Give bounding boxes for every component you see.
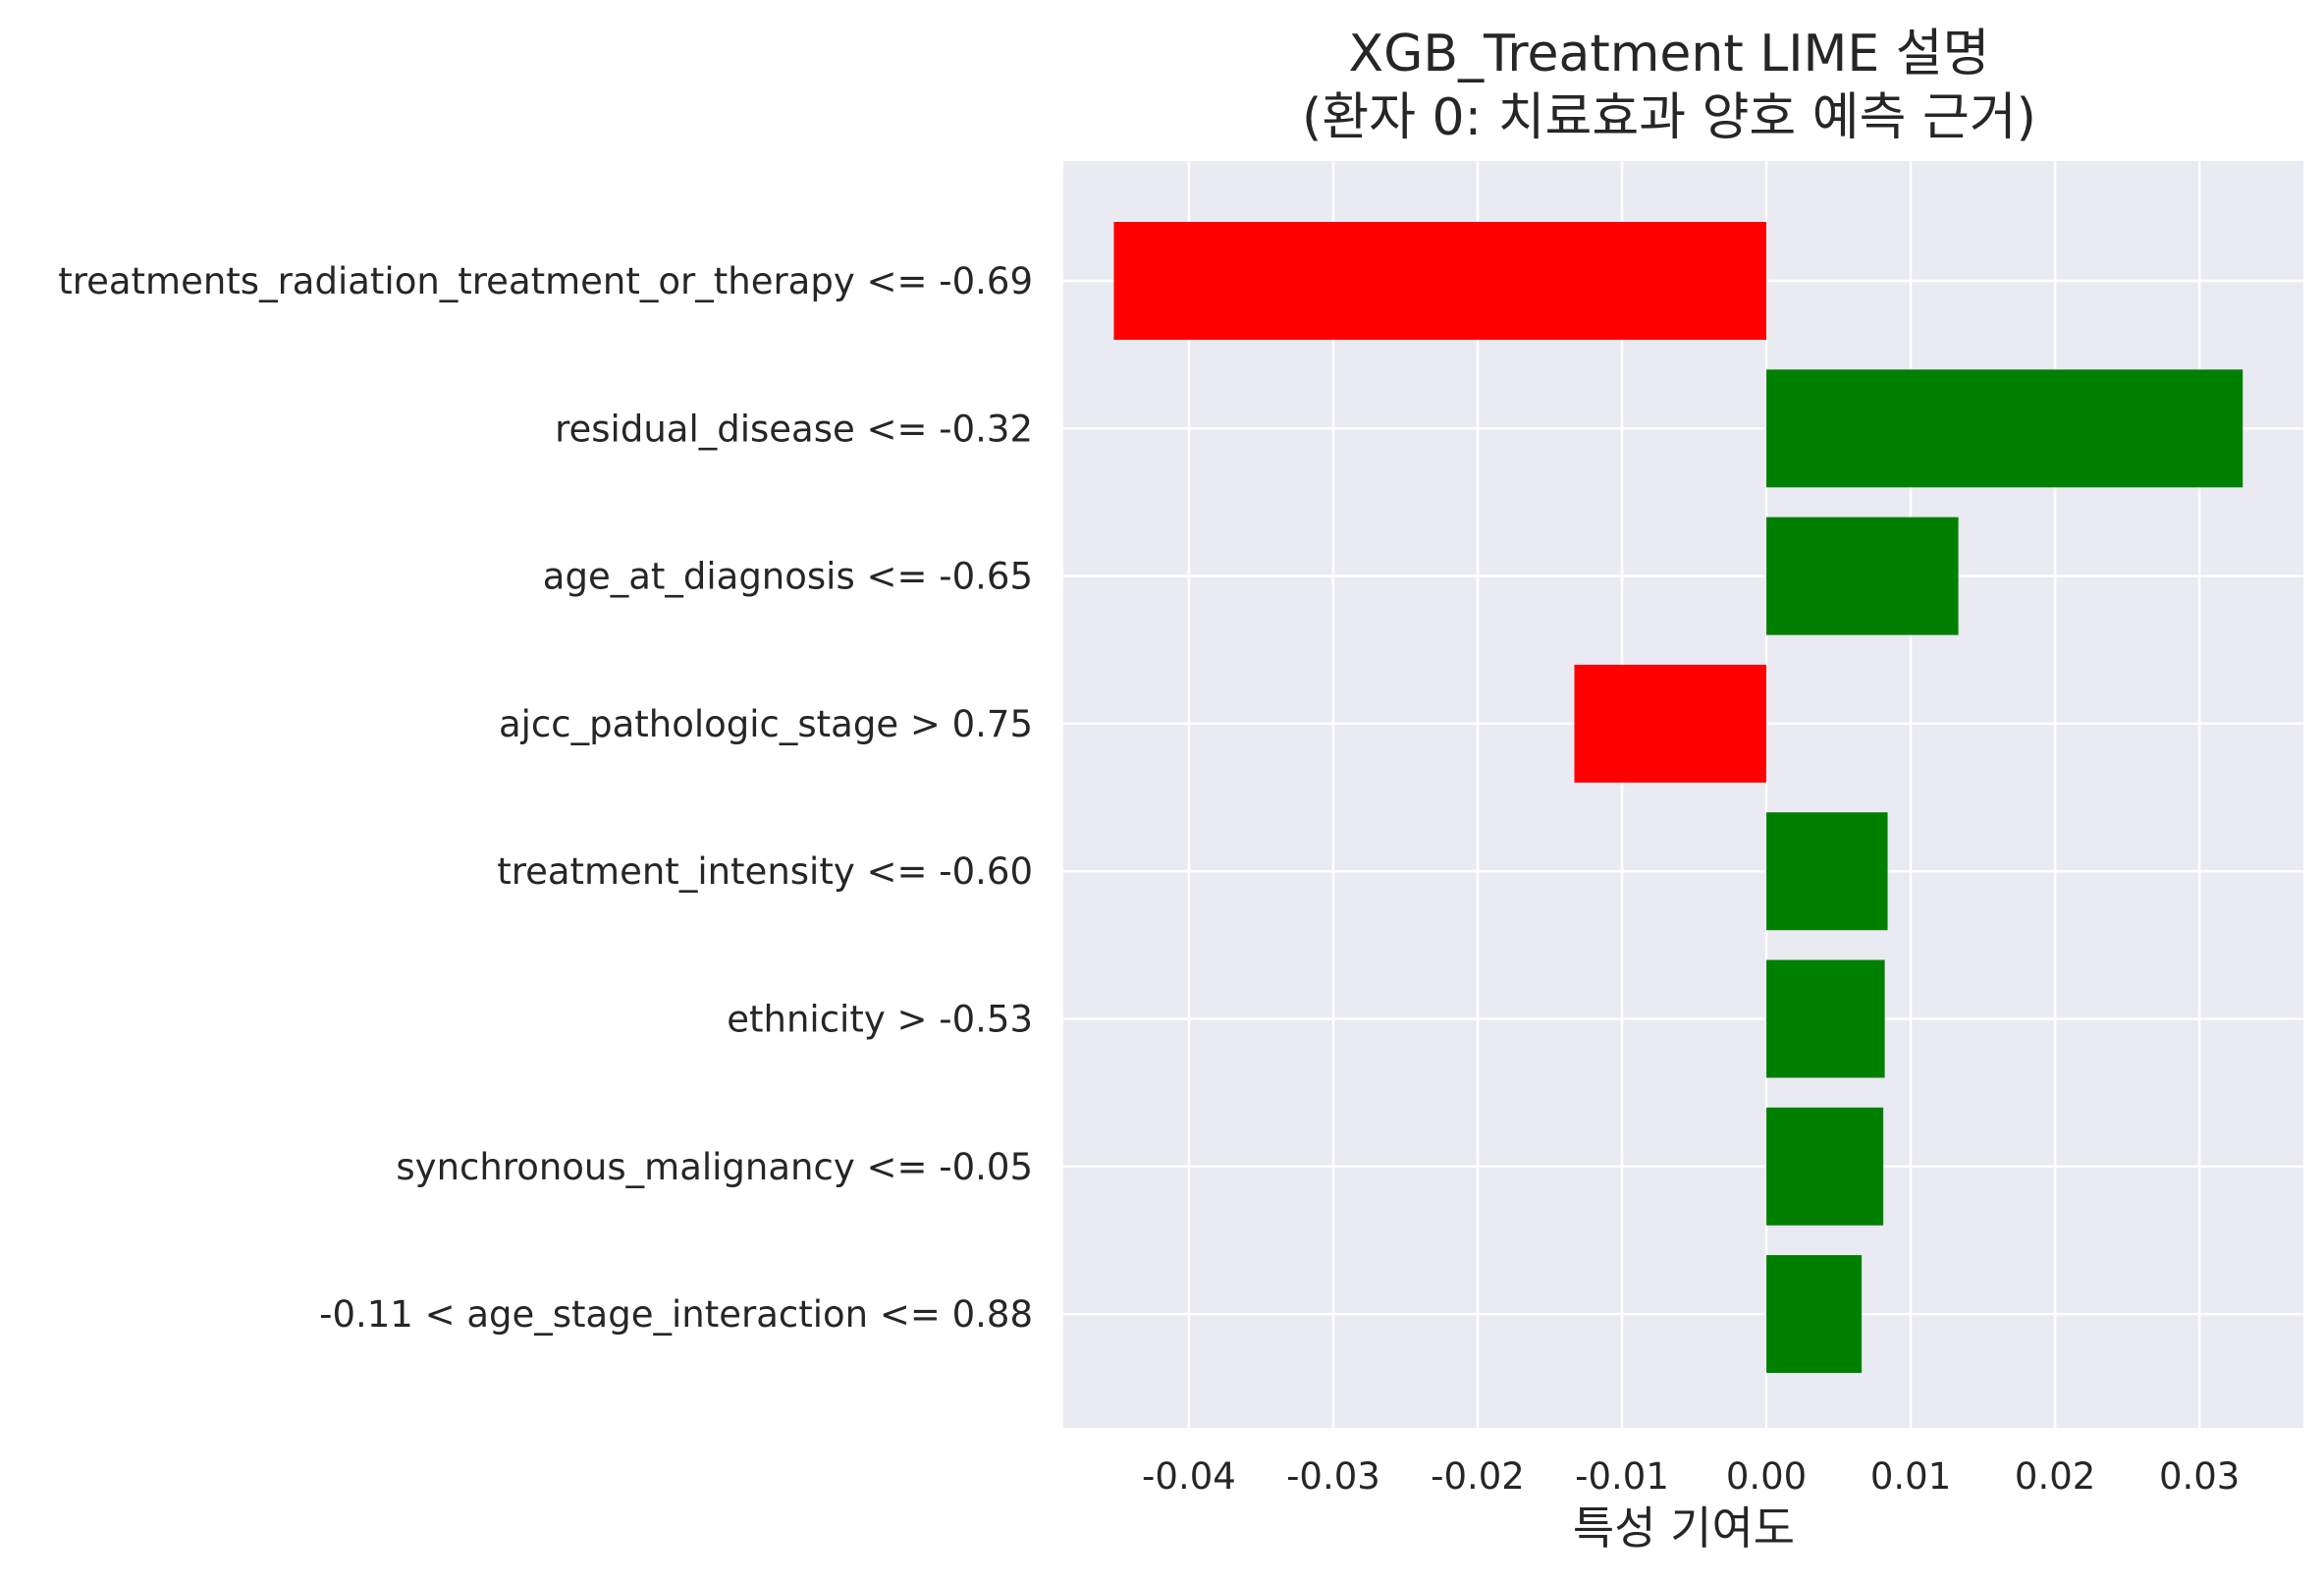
chart-title-line-1: XGB_Treatment LIME 설명: [1349, 25, 1990, 83]
y-tick-label-2: age_at_diagnosis <= -0.65: [543, 556, 1033, 598]
y-tick-label-4: treatment_intensity <= -0.60: [497, 850, 1033, 893]
x-tick-label-2: -0.02: [1431, 1455, 1525, 1498]
y-tick-label-5: ethnicity > -0.53: [727, 999, 1033, 1041]
y-tick-label-7: -0.11 < age_stage_interaction <= 0.88: [319, 1293, 1033, 1336]
y-tick-label-6: synchronous_malignancy <= -0.05: [396, 1146, 1033, 1188]
bar-6: [1766, 1107, 1884, 1226]
x-tick-label-1: -0.03: [1286, 1455, 1380, 1498]
bar-1: [1766, 369, 2243, 488]
x-tick-label-5: 0.01: [1870, 1455, 1951, 1498]
x-tick-labels: -0.04 -0.03 -0.02 -0.01 0.00 0.01 0.02 0.03: [1142, 1455, 2240, 1498]
y-tick-label-0: treatments_radiation_treatment_or_therap…: [58, 260, 1033, 302]
y-tick-label-3: ajcc_pathologic_stage > 0.75: [499, 703, 1033, 745]
y-tick-label-1: residual_disease <= -0.32: [555, 408, 1033, 450]
bar-0: [1113, 222, 1767, 340]
bar-5: [1766, 959, 1885, 1078]
bar-7: [1766, 1255, 1863, 1374]
chart-title-line-2: (환자 0: 치료효과 양호 예측 근거): [1302, 88, 2036, 147]
x-axis-label: 특성 기여도: [1573, 1502, 1795, 1555]
bar-4: [1766, 812, 1888, 931]
x-tick-label-3: -0.01: [1575, 1455, 1669, 1498]
x-tick-label-4: 0.00: [1726, 1455, 1807, 1498]
bar-2: [1766, 517, 1959, 635]
plot-area: [1063, 161, 2303, 1428]
x-tick-label-0: -0.04: [1142, 1455, 1236, 1498]
bars: [1113, 222, 2243, 1374]
x-tick-label-7: 0.03: [2159, 1455, 2240, 1498]
bar-3: [1574, 664, 1767, 783]
x-tick-label-6: 0.02: [2015, 1455, 2095, 1498]
y-tick-labels: treatments_radiation_treatment_or_therap…: [58, 260, 1033, 1336]
